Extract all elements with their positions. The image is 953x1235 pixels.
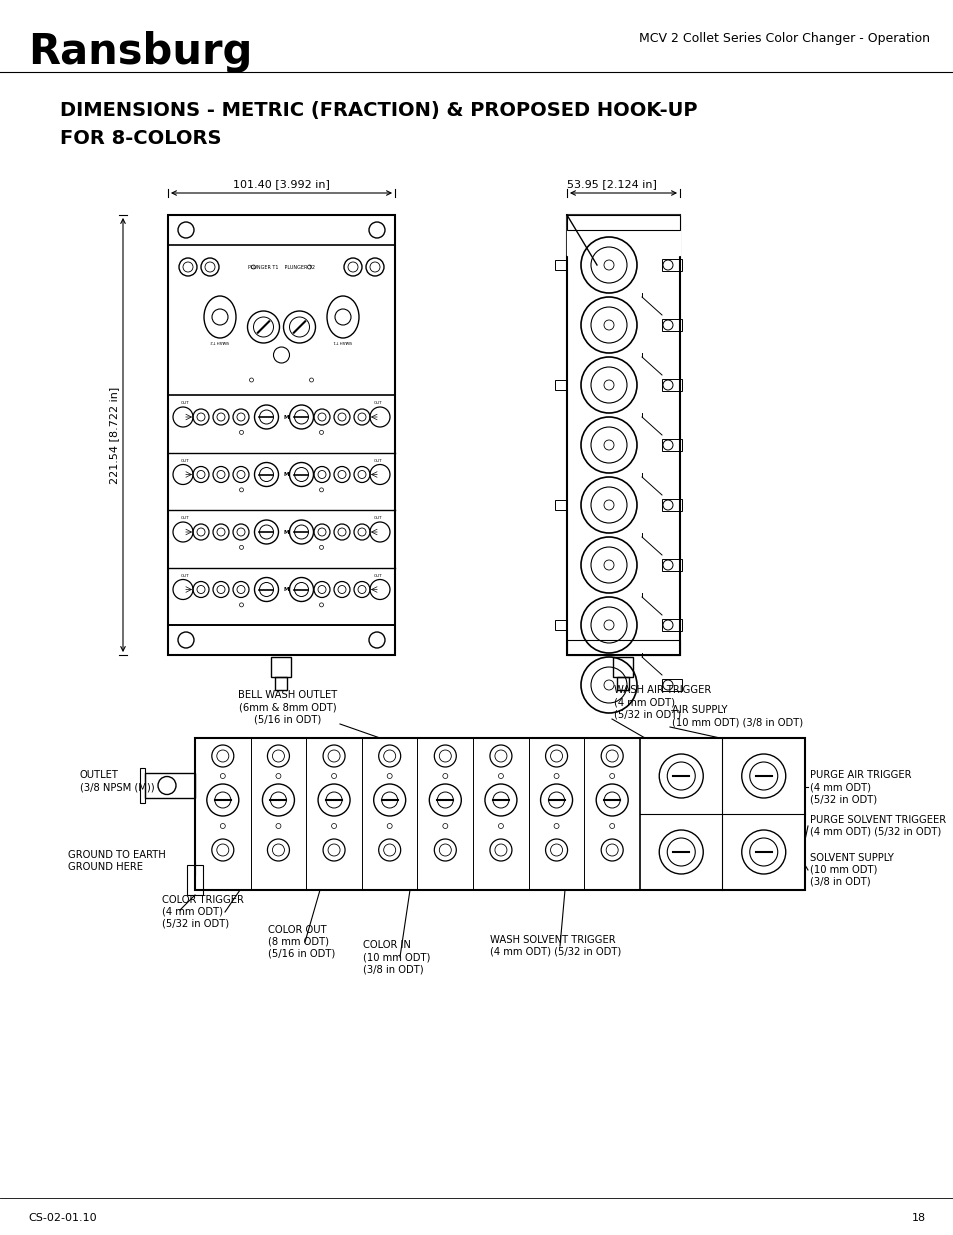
- Text: OUTLET: OUTLET: [80, 769, 119, 781]
- Text: (8 mm ODT): (8 mm ODT): [268, 937, 329, 947]
- Text: COLOR OUT: COLOR OUT: [268, 925, 326, 935]
- Text: OUT: OUT: [180, 458, 190, 462]
- Text: COLOR TRIGGER: COLOR TRIGGER: [162, 895, 244, 905]
- Text: (5/32 in ODT): (5/32 in ODT): [809, 794, 876, 804]
- Text: PURGE AIR TRIGGER: PURGE AIR TRIGGER: [809, 769, 910, 781]
- Polygon shape: [566, 215, 679, 254]
- Text: OUT: OUT: [180, 573, 190, 578]
- Text: 221.54 [8.722 in]: 221.54 [8.722 in]: [109, 387, 119, 484]
- Text: SOLVENT SUPPLY: SOLVENT SUPPLY: [809, 853, 893, 863]
- Text: (10 mm ODT): (10 mm ODT): [809, 864, 877, 876]
- Text: COLOR IN: COLOR IN: [363, 940, 411, 950]
- Text: (4 mm ODT): (4 mm ODT): [614, 697, 675, 706]
- Text: M: M: [283, 472, 289, 477]
- Text: AIR SUPPLY: AIR SUPPLY: [671, 705, 727, 715]
- Text: GROUND TO EARTH: GROUND TO EARTH: [68, 850, 166, 860]
- Text: (3/8 in ODT): (3/8 in ODT): [809, 877, 870, 887]
- Text: BELL WASH OUTLET: BELL WASH OUTLET: [238, 690, 337, 700]
- Text: (5/32 in ODT): (5/32 in ODT): [614, 709, 680, 719]
- Text: (10 mm ODT) (3/8 in ODT): (10 mm ODT) (3/8 in ODT): [671, 718, 802, 727]
- Text: (3/8 in ODT): (3/8 in ODT): [363, 965, 423, 974]
- Text: OUT: OUT: [374, 573, 382, 578]
- Text: M: M: [283, 587, 289, 592]
- Text: OUT: OUT: [374, 458, 382, 462]
- Text: OUT: OUT: [374, 401, 382, 405]
- Text: PLUNGER T1    PLUNGER T2: PLUNGER T1 PLUNGER T2: [248, 264, 314, 269]
- Text: OUT: OUT: [180, 516, 190, 520]
- Text: CS-02-01.10: CS-02-01.10: [28, 1213, 96, 1223]
- Text: WASH AIR TRIGGER: WASH AIR TRIGGER: [614, 685, 711, 695]
- Text: (6mm & 8mm ODT): (6mm & 8mm ODT): [239, 701, 336, 713]
- Text: DIMENSIONS - METRIC (FRACTION) & PROPOSED HOOK-UP: DIMENSIONS - METRIC (FRACTION) & PROPOSE…: [60, 100, 697, 120]
- Text: M: M: [283, 530, 289, 535]
- Text: (4 mm ODT) (5/32 in ODT): (4 mm ODT) (5/32 in ODT): [809, 827, 941, 837]
- Text: (4 mm ODT) (5/32 in ODT): (4 mm ODT) (5/32 in ODT): [490, 947, 620, 957]
- Text: (4 mm ODT): (4 mm ODT): [809, 782, 870, 792]
- Text: (5/16 in ODT): (5/16 in ODT): [268, 948, 335, 960]
- Text: 18: 18: [911, 1213, 925, 1223]
- Text: M: M: [283, 415, 289, 420]
- Text: WASH SOLVENT TRIGGER: WASH SOLVENT TRIGGER: [490, 935, 615, 945]
- Text: (4 mm ODT): (4 mm ODT): [162, 906, 223, 918]
- Text: (3/8 NPSM (M)): (3/8 NPSM (M)): [80, 782, 154, 792]
- Text: MCV 2 Collet Series Color Changer - Operation: MCV 2 Collet Series Color Changer - Oper…: [639, 32, 929, 44]
- Text: FOR 8-COLORS: FOR 8-COLORS: [60, 128, 221, 147]
- Text: (5/16 in ODT): (5/16 in ODT): [254, 714, 321, 724]
- Text: WASH T1: WASH T1: [334, 338, 352, 343]
- Text: WASH T2: WASH T2: [211, 338, 229, 343]
- Text: (10 mm ODT): (10 mm ODT): [363, 952, 430, 962]
- Text: OUT: OUT: [374, 516, 382, 520]
- Text: OUT: OUT: [180, 401, 190, 405]
- Text: PURGE SOLVENT TRIGGEER: PURGE SOLVENT TRIGGEER: [809, 815, 945, 825]
- Text: 101.40 [3.992 in]: 101.40 [3.992 in]: [233, 179, 330, 189]
- Text: (5/32 in ODT): (5/32 in ODT): [162, 919, 229, 929]
- Text: GROUND HERE: GROUND HERE: [68, 862, 143, 872]
- Text: Ransburg: Ransburg: [28, 31, 253, 73]
- Text: 53.95 [2.124 in]: 53.95 [2.124 in]: [566, 179, 657, 189]
